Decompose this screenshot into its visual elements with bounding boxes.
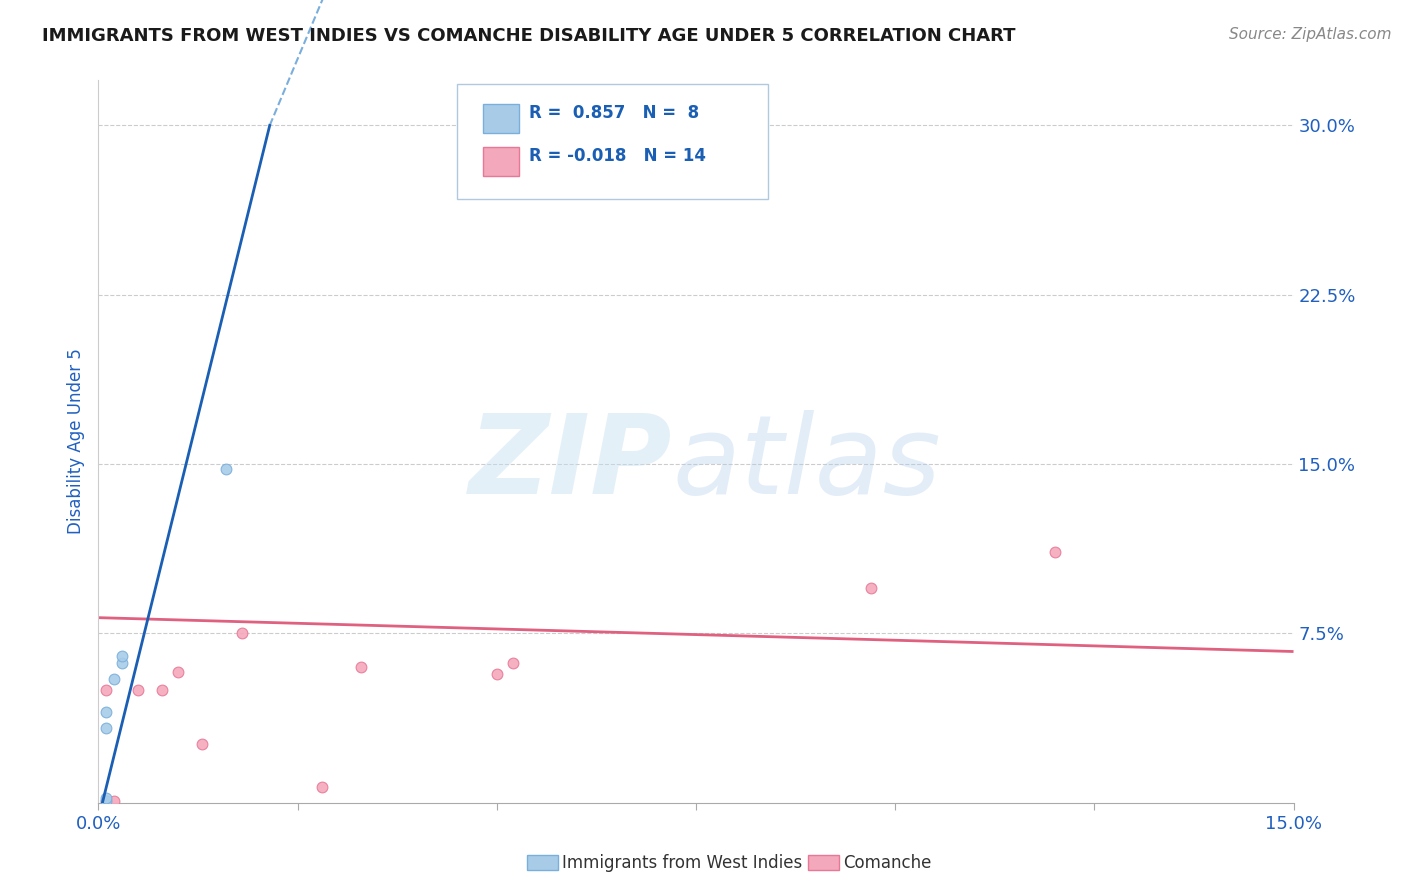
Text: Immigrants from West Indies: Immigrants from West Indies — [562, 854, 803, 871]
FancyBboxPatch shape — [484, 147, 519, 177]
Point — [96, 706, 118, 720]
Point — [111, 656, 134, 670]
FancyBboxPatch shape — [484, 104, 519, 133]
Point — [485, 667, 508, 681]
Point — [1043, 545, 1066, 559]
Point — [96, 791, 118, 805]
Text: Source: ZipAtlas.com: Source: ZipAtlas.com — [1229, 27, 1392, 42]
FancyBboxPatch shape — [457, 84, 768, 200]
Point — [96, 721, 118, 735]
Point — [111, 648, 134, 663]
Point — [96, 793, 118, 807]
Point — [311, 780, 333, 794]
Point — [96, 682, 118, 697]
Point — [103, 672, 125, 686]
Text: R =  0.857   N =  8: R = 0.857 N = 8 — [529, 103, 699, 122]
Text: IMMIGRANTS FROM WEST INDIES VS COMANCHE DISABILITY AGE UNDER 5 CORRELATION CHART: IMMIGRANTS FROM WEST INDIES VS COMANCHE … — [42, 27, 1015, 45]
Point — [502, 656, 524, 670]
Point — [103, 793, 125, 807]
Text: Comanche: Comanche — [844, 854, 932, 871]
Text: ZIP: ZIP — [468, 409, 672, 516]
Point — [860, 582, 883, 596]
Point — [167, 665, 190, 679]
Point — [231, 626, 253, 640]
Point — [350, 660, 373, 674]
Point — [127, 682, 149, 697]
Point — [150, 682, 173, 697]
Point — [215, 461, 238, 475]
Point — [96, 793, 118, 807]
Point — [191, 737, 214, 751]
Text: R = -0.018   N = 14: R = -0.018 N = 14 — [529, 147, 706, 165]
Y-axis label: Disability Age Under 5: Disability Age Under 5 — [66, 349, 84, 534]
Text: atlas: atlas — [672, 409, 941, 516]
